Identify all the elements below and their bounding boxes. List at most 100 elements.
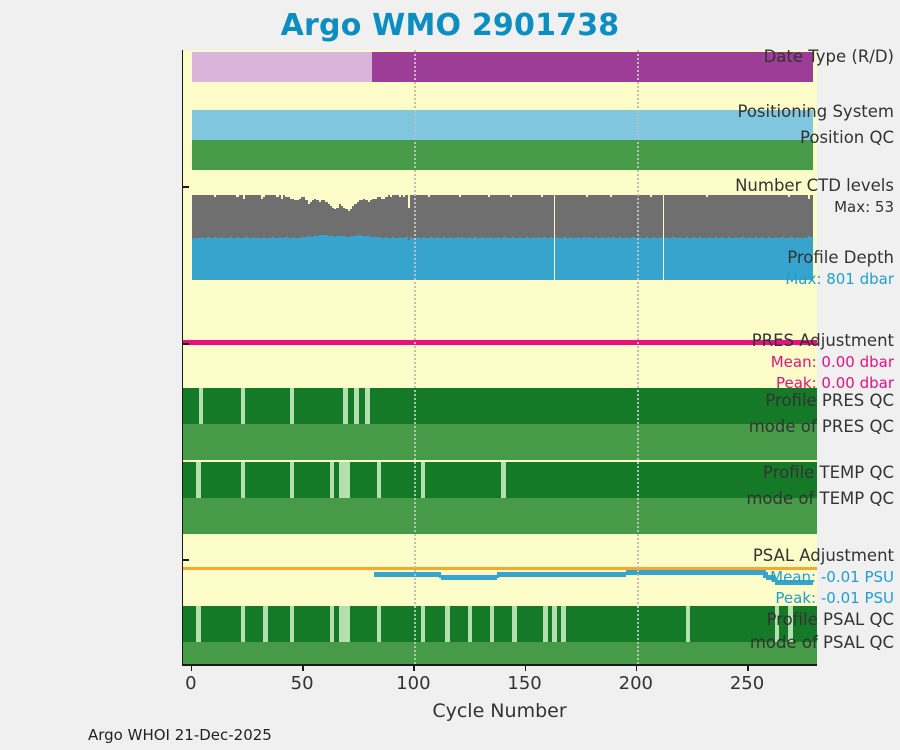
bar bbox=[258, 195, 261, 240]
bar bbox=[380, 237, 384, 280]
bar bbox=[307, 236, 310, 280]
bar bbox=[323, 235, 326, 280]
bar bbox=[214, 237, 217, 280]
bar bbox=[683, 237, 686, 280]
bar bbox=[392, 195, 395, 240]
bar bbox=[487, 237, 490, 280]
bar bbox=[216, 195, 219, 240]
bar bbox=[532, 237, 535, 280]
bar bbox=[240, 195, 244, 240]
bar bbox=[383, 237, 386, 280]
bar bbox=[378, 237, 381, 280]
bar bbox=[492, 195, 495, 240]
bar bbox=[501, 237, 504, 280]
bar bbox=[436, 195, 439, 240]
bar bbox=[323, 200, 326, 240]
bar bbox=[360, 235, 364, 280]
qc-gap bbox=[289, 462, 295, 498]
bar bbox=[614, 195, 617, 240]
bar bbox=[220, 237, 224, 280]
bar bbox=[392, 237, 395, 280]
bar bbox=[714, 195, 717, 240]
page-title: Argo WMO 2901738 bbox=[280, 8, 620, 43]
bar bbox=[723, 237, 726, 280]
bar bbox=[438, 195, 442, 240]
bar bbox=[305, 236, 308, 280]
bar bbox=[605, 195, 608, 240]
bar bbox=[576, 195, 579, 240]
bar bbox=[271, 237, 275, 280]
bar bbox=[672, 237, 675, 280]
qc-gap bbox=[543, 606, 548, 642]
ylabel-mode-of-pres-qc: mode of PRES QC bbox=[748, 417, 894, 436]
bar bbox=[554, 195, 557, 240]
footer-credit: Argo WHOI 21-Dec-2025 bbox=[88, 726, 272, 744]
bar bbox=[316, 235, 319, 280]
bar bbox=[231, 195, 235, 240]
qc-gap bbox=[774, 606, 780, 642]
bar bbox=[670, 195, 673, 240]
qc-gap bbox=[552, 606, 557, 642]
bar bbox=[389, 237, 393, 280]
bar bbox=[220, 195, 224, 240]
bar bbox=[352, 235, 355, 280]
xtick-200 bbox=[635, 664, 638, 671]
bar bbox=[625, 237, 628, 280]
bar bbox=[476, 195, 479, 240]
bar bbox=[271, 195, 275, 240]
bar bbox=[525, 195, 528, 240]
bar bbox=[545, 195, 548, 240]
bar bbox=[639, 195, 642, 240]
bar bbox=[614, 237, 617, 280]
bar bbox=[387, 195, 390, 240]
ylabel-pres-adjustment: PRES Adjustment bbox=[751, 331, 894, 350]
bar bbox=[743, 237, 746, 280]
bar bbox=[489, 195, 493, 240]
bar bbox=[429, 237, 433, 280]
bar bbox=[552, 237, 555, 280]
bar bbox=[467, 237, 470, 280]
bar bbox=[334, 209, 337, 240]
bar bbox=[332, 236, 335, 280]
bar bbox=[501, 195, 504, 240]
bar bbox=[585, 196, 588, 240]
bar bbox=[365, 236, 368, 280]
band-positioning-system bbox=[183, 110, 817, 140]
band-profile-temp-qc bbox=[183, 462, 817, 498]
bar bbox=[314, 236, 317, 280]
bar bbox=[374, 237, 377, 280]
bar bbox=[530, 237, 533, 280]
ylabel-profile-temp-qc: Profile TEMP QC bbox=[763, 463, 894, 482]
bar bbox=[274, 195, 277, 240]
bar bbox=[318, 202, 321, 240]
bar bbox=[456, 237, 459, 280]
bar bbox=[710, 237, 713, 280]
bar bbox=[327, 203, 330, 240]
qc-gap bbox=[240, 388, 246, 424]
bar bbox=[283, 237, 286, 280]
bar bbox=[712, 195, 715, 240]
bar bbox=[265, 237, 268, 280]
xtick-250 bbox=[747, 664, 749, 671]
bar bbox=[594, 195, 597, 240]
bar bbox=[385, 196, 388, 240]
bar bbox=[481, 195, 484, 240]
qc-gap bbox=[338, 462, 350, 498]
bar bbox=[592, 195, 595, 240]
bar bbox=[783, 237, 786, 280]
bar bbox=[447, 195, 450, 240]
bar bbox=[280, 237, 284, 280]
psal-adjustment-segment bbox=[752, 569, 766, 575]
bar bbox=[558, 195, 562, 240]
xtick-150 bbox=[524, 664, 527, 671]
bar bbox=[632, 195, 635, 240]
bar bbox=[207, 195, 210, 240]
bar bbox=[710, 195, 713, 240]
bar bbox=[223, 237, 226, 280]
bar bbox=[703, 195, 706, 240]
bar bbox=[788, 196, 791, 240]
bar bbox=[194, 237, 197, 280]
qc-gap bbox=[329, 462, 335, 498]
bar bbox=[405, 195, 408, 240]
bar bbox=[267, 237, 270, 280]
